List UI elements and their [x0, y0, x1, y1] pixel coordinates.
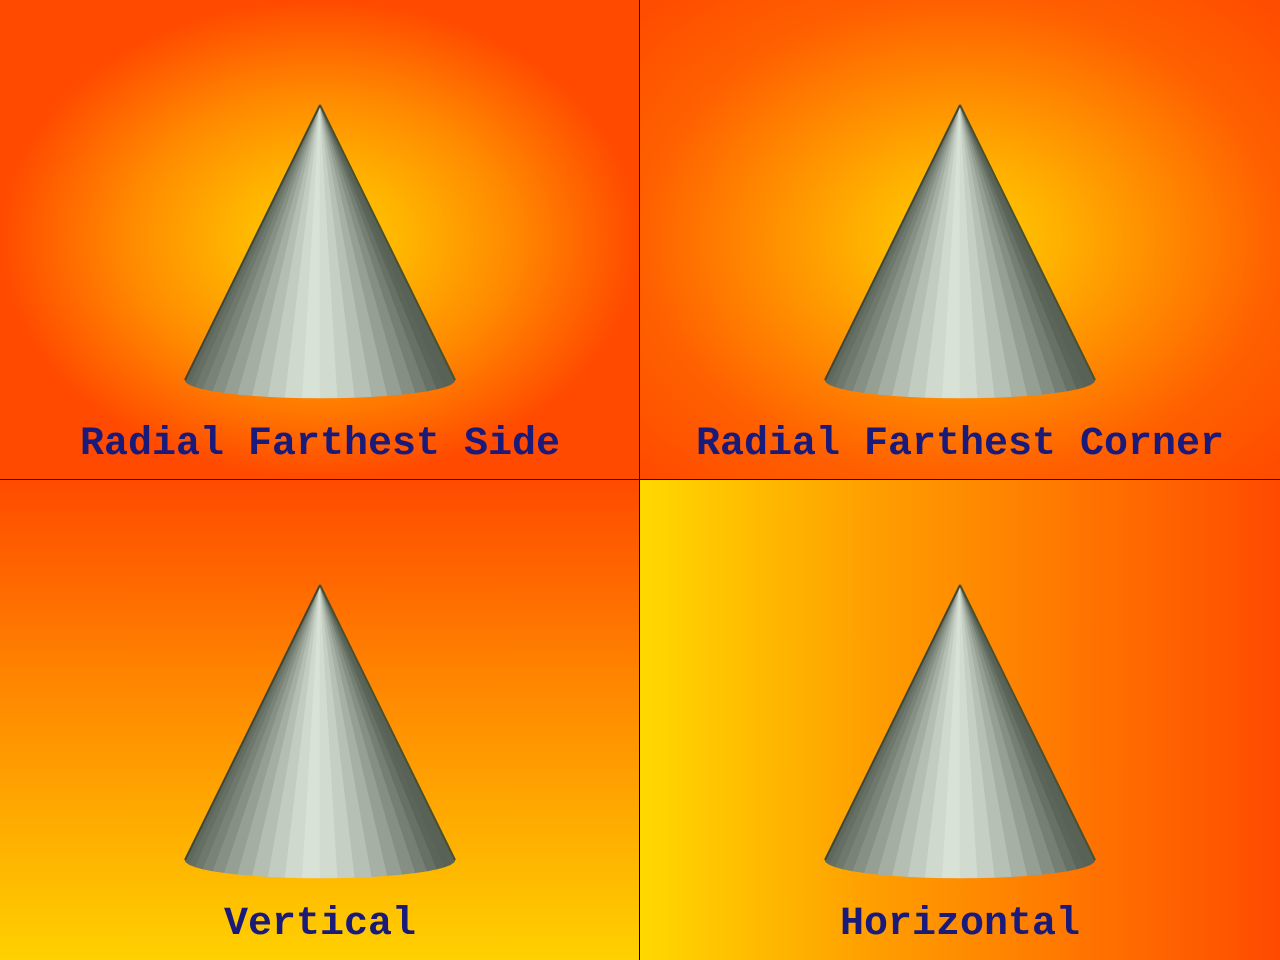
panel-label: Radial Farthest Side: [79, 422, 561, 467]
panel-vertical: Vertical: [0, 480, 640, 960]
cone-icon: [824, 584, 1096, 879]
panel-label: Horizontal: [839, 902, 1081, 947]
cone-edge-right: [959, 584, 1096, 861]
cone-edge-left: [824, 104, 961, 381]
panel-label: Vertical: [223, 902, 417, 947]
cone-edge-left: [824, 584, 961, 861]
cone-edge-left: [184, 584, 321, 861]
cone-edge-right: [959, 104, 1096, 381]
cone-icon: [184, 584, 456, 879]
panel-horizontal: Horizontal: [640, 480, 1280, 960]
panel-radial-farthest-side: Radial Farthest Side: [0, 0, 640, 480]
cone-edge-left: [184, 104, 321, 381]
cone-edge-right: [319, 584, 456, 861]
cone-icon: [184, 104, 456, 399]
panel-radial-farthest-corner: Radial Farthest Corner: [640, 0, 1280, 480]
cone-edge-right: [319, 104, 456, 381]
panel-label: Radial Farthest Corner: [695, 422, 1225, 467]
cone-icon: [824, 104, 1096, 399]
